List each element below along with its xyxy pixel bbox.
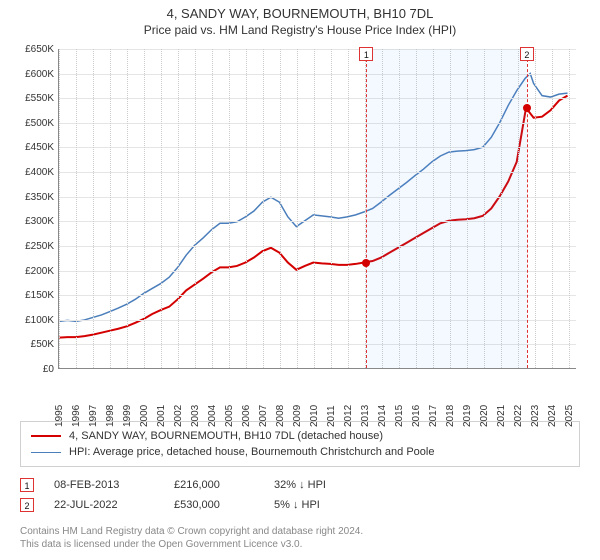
y-tick-label: £50K bbox=[10, 339, 54, 350]
marker-vline bbox=[366, 49, 367, 368]
x-tick-label: 2002 bbox=[173, 405, 184, 427]
x-tick-label: 2022 bbox=[513, 405, 524, 427]
y-tick-label: £0 bbox=[10, 364, 54, 375]
y-tick-label: £200K bbox=[10, 266, 54, 277]
x-tick-label: 2000 bbox=[139, 405, 150, 427]
transaction-row: 1 08-FEB-2013 £216,000 32% ↓ HPI bbox=[20, 475, 580, 495]
transaction-price: £216,000 bbox=[174, 479, 254, 491]
x-tick-label: 2012 bbox=[343, 405, 354, 427]
plot-area: 12 bbox=[58, 49, 576, 369]
x-tick-label: 2024 bbox=[547, 405, 558, 427]
x-tick-label: 2023 bbox=[530, 405, 541, 427]
transaction-date: 22-JUL-2022 bbox=[54, 499, 154, 511]
y-tick-label: £150K bbox=[10, 290, 54, 301]
x-tick-label: 2004 bbox=[207, 405, 218, 427]
x-tick-label: 2011 bbox=[326, 405, 337, 427]
x-tick-label: 2001 bbox=[156, 405, 167, 427]
y-tick-label: £450K bbox=[10, 142, 54, 153]
x-tick-label: 2007 bbox=[258, 405, 269, 427]
footnote-line: This data is licensed under the Open Gov… bbox=[20, 538, 580, 551]
marker-vline bbox=[527, 49, 528, 368]
y-tick-label: £400K bbox=[10, 167, 54, 178]
legend-label: HPI: Average price, detached house, Bour… bbox=[69, 446, 434, 458]
x-tick-label: 2017 bbox=[428, 405, 439, 427]
marker-number-box: 1 bbox=[359, 47, 373, 61]
y-tick-label: £550K bbox=[10, 93, 54, 104]
marker-dot bbox=[523, 104, 531, 112]
legend-swatch bbox=[31, 435, 61, 437]
x-tick-label: 2025 bbox=[564, 405, 575, 427]
transaction-row: 2 22-JUL-2022 £530,000 5% ↓ HPI bbox=[20, 495, 580, 515]
x-tick-label: 2010 bbox=[309, 405, 320, 427]
x-tick-label: 2005 bbox=[224, 405, 235, 427]
chart-title-block: 4, SANDY WAY, BOURNEMOUTH, BH10 7DL Pric… bbox=[0, 0, 600, 39]
x-tick-label: 2006 bbox=[241, 405, 252, 427]
x-tick-label: 2019 bbox=[462, 405, 473, 427]
chart-area: £0 £50K £100K £150K £200K £250K £300K £350K £400… bbox=[10, 43, 590, 413]
x-tick-label: 2008 bbox=[275, 405, 286, 427]
y-tick-label: £650K bbox=[10, 44, 54, 55]
y-tick-label: £100K bbox=[10, 315, 54, 326]
transactions-table: 1 08-FEB-2013 £216,000 32% ↓ HPI 2 22-JUL-202… bbox=[20, 475, 580, 515]
x-tick-label: 2016 bbox=[411, 405, 422, 427]
x-tick-label: 2003 bbox=[190, 405, 201, 427]
transaction-diff: 5% ↓ HPI bbox=[274, 499, 364, 511]
chart-title: 4, SANDY WAY, BOURNEMOUTH, BH10 7DL bbox=[0, 6, 600, 21]
legend-swatch bbox=[31, 452, 61, 453]
transaction-marker: 1 bbox=[20, 478, 34, 492]
x-tick-label: 2014 bbox=[377, 405, 388, 427]
y-tick-label: £350K bbox=[10, 192, 54, 203]
transaction-diff: 32% ↓ HPI bbox=[274, 479, 364, 491]
x-tick-label: 2021 bbox=[496, 405, 507, 427]
x-tick-label: 2015 bbox=[394, 405, 405, 427]
legend-item: HPI: Average price, detached house, Bour… bbox=[31, 444, 569, 460]
x-tick-label: 1996 bbox=[71, 405, 82, 427]
x-tick-label: 1999 bbox=[122, 405, 133, 427]
marker-number-box: 2 bbox=[520, 47, 534, 61]
transaction-date: 08-FEB-2013 bbox=[54, 479, 154, 491]
x-tick-label: 2020 bbox=[479, 405, 490, 427]
footnote: Contains HM Land Registry data © Crown c… bbox=[20, 525, 580, 551]
x-tick-label: 2009 bbox=[292, 405, 303, 427]
y-tick-label: £500K bbox=[10, 118, 54, 129]
y-tick-label: £300K bbox=[10, 216, 54, 227]
x-tick-label: 1997 bbox=[88, 405, 99, 427]
chart-subtitle: Price paid vs. HM Land Registry's House … bbox=[0, 23, 600, 37]
x-tick-label: 2013 bbox=[360, 405, 371, 427]
transaction-price: £530,000 bbox=[174, 499, 254, 511]
shaded-region bbox=[366, 49, 526, 368]
marker-dot bbox=[362, 259, 370, 267]
x-tick-label: 1995 bbox=[54, 405, 65, 427]
x-tick-label: 2018 bbox=[445, 405, 456, 427]
legend-item: 4, SANDY WAY, BOURNEMOUTH, BH10 7DL (det… bbox=[31, 428, 569, 444]
x-tick-label: 1998 bbox=[105, 405, 116, 427]
transaction-marker: 2 bbox=[20, 498, 34, 512]
legend-box: 4, SANDY WAY, BOURNEMOUTH, BH10 7DL (det… bbox=[20, 421, 580, 467]
footnote-line: Contains HM Land Registry data © Crown c… bbox=[20, 525, 580, 538]
legend-label: 4, SANDY WAY, BOURNEMOUTH, BH10 7DL (det… bbox=[69, 430, 383, 442]
y-tick-label: £600K bbox=[10, 69, 54, 80]
y-tick-label: £250K bbox=[10, 241, 54, 252]
